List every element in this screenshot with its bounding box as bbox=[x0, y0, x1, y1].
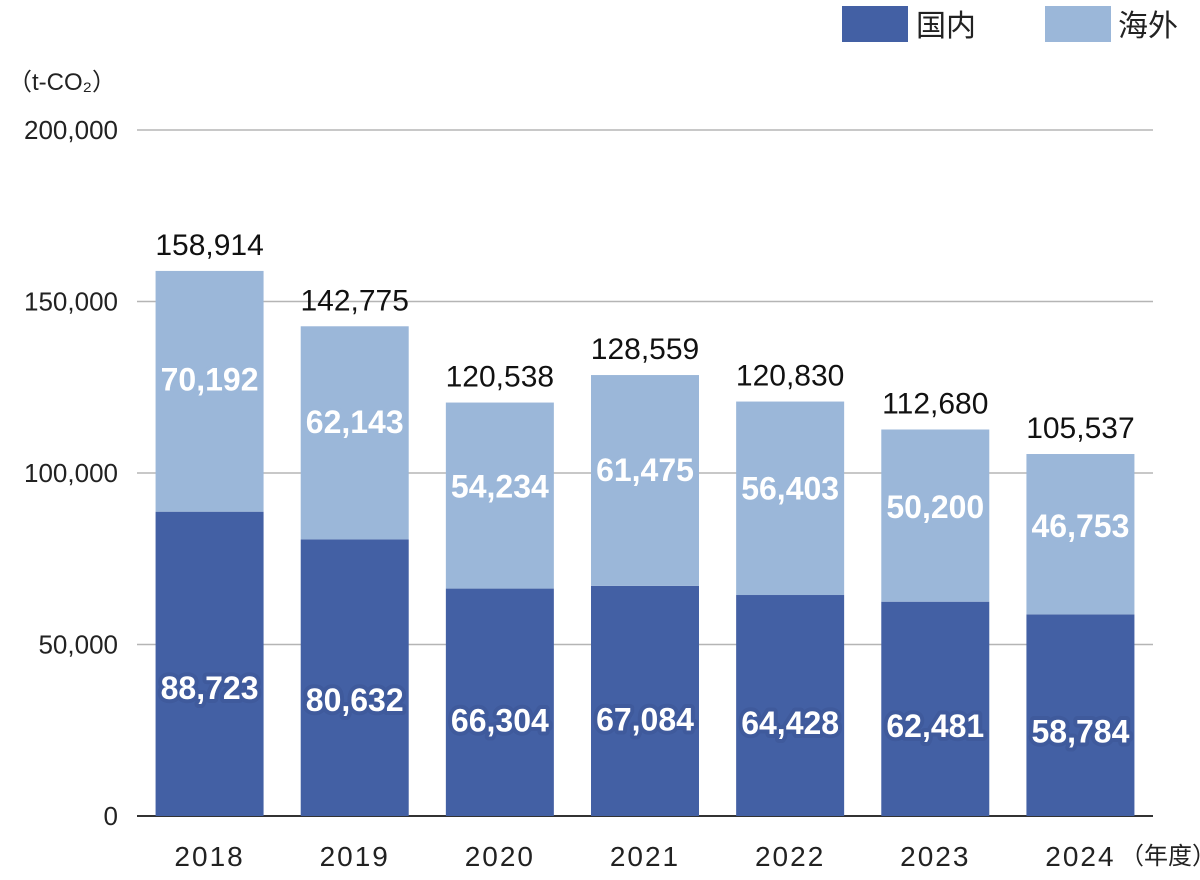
bar-domestic-2021 bbox=[591, 585, 699, 816]
label-total-2022: 120,830 bbox=[736, 360, 844, 393]
x-tick-label-2018: 2018 bbox=[174, 841, 244, 872]
bars bbox=[155, 270, 1135, 816]
legend-swatch-overseas bbox=[1045, 6, 1111, 42]
data-labels: 88,723 70,192 158,914 80,632 62,143 142,775 66… bbox=[155, 229, 1134, 753]
legend-label-domestic: 国内 bbox=[916, 10, 976, 43]
label-overseas-2022: 56,403 bbox=[741, 471, 839, 507]
x-unit-label: （年度） bbox=[1120, 843, 1200, 870]
label-domestic-2020: 66,304 bbox=[451, 702, 549, 738]
bar-domestic-2018 bbox=[155, 511, 264, 816]
label-total-2021: 128,559 bbox=[591, 333, 699, 366]
x-tick-label-2024: 2024 bbox=[1045, 841, 1115, 872]
y-tick-label: 0 bbox=[104, 801, 118, 831]
legend-swatch-domestic bbox=[842, 6, 908, 42]
label-domestic-2022: 64,428 bbox=[741, 705, 839, 741]
y-tick-label: 150,000 bbox=[24, 287, 118, 317]
x-tick-label-2021: 2021 bbox=[610, 841, 680, 872]
bar-domestic-2024 bbox=[1026, 614, 1135, 816]
label-overseas-2018: 70,192 bbox=[161, 361, 259, 397]
label-domestic-2023: 62,481 bbox=[886, 708, 984, 744]
legend-label-overseas: 海外 bbox=[1118, 10, 1178, 43]
label-domestic-2024: 58,784 bbox=[1031, 713, 1129, 749]
label-total-2018: 158,914 bbox=[155, 229, 263, 262]
label-overseas-2023: 50,200 bbox=[886, 489, 984, 525]
bar-overseas-2024 bbox=[1026, 454, 1135, 615]
y-tick-label: 50,000 bbox=[38, 630, 118, 660]
y-axis: 0 50,000 100,000 150,000 200,000 bbox=[24, 115, 118, 831]
label-domestic-2021: 67,084 bbox=[596, 701, 694, 737]
y-tick-label: 100,000 bbox=[24, 458, 118, 488]
x-axis: 2018 2019 2020 2021 2022 2023 2024 bbox=[174, 841, 1115, 872]
label-overseas-2024: 46,753 bbox=[1031, 508, 1129, 544]
label-domestic-2019: 80,632 bbox=[306, 682, 404, 718]
bar-domestic-2022 bbox=[736, 595, 845, 816]
bar-overseas-2019 bbox=[300, 326, 409, 540]
label-overseas-2019: 62,143 bbox=[306, 404, 404, 440]
y-tick-label: 200,000 bbox=[24, 115, 118, 145]
bar-domestic-2020 bbox=[445, 588, 554, 816]
label-overseas-2020: 54,234 bbox=[451, 468, 549, 504]
y-unit-label: （t-CO₂） bbox=[8, 69, 116, 96]
x-tick-label-2019: 2019 bbox=[320, 841, 390, 872]
bar-domestic-2023 bbox=[881, 601, 990, 816]
legend: 国内 海外 bbox=[842, 6, 1178, 43]
x-tick-label-2023: 2023 bbox=[900, 841, 970, 872]
bar-overseas-2021 bbox=[591, 375, 699, 586]
label-total-2020: 120,538 bbox=[446, 361, 554, 394]
bar-overseas-2023 bbox=[881, 429, 990, 602]
bar-domestic-2019 bbox=[300, 539, 409, 816]
x-tick-label-2022: 2022 bbox=[755, 841, 825, 872]
bar-overseas-2018 bbox=[155, 270, 264, 512]
x-tick-label-2020: 2020 bbox=[465, 841, 535, 872]
bar-overseas-2022 bbox=[736, 401, 845, 596]
label-total-2019: 142,775 bbox=[300, 284, 408, 317]
label-total-2024: 105,537 bbox=[1026, 412, 1134, 445]
label-total-2023: 112,680 bbox=[882, 388, 988, 421]
label-domestic-2018: 88,723 bbox=[161, 670, 259, 706]
bar-overseas-2020 bbox=[445, 402, 554, 589]
label-overseas-2021: 61,475 bbox=[596, 452, 694, 488]
